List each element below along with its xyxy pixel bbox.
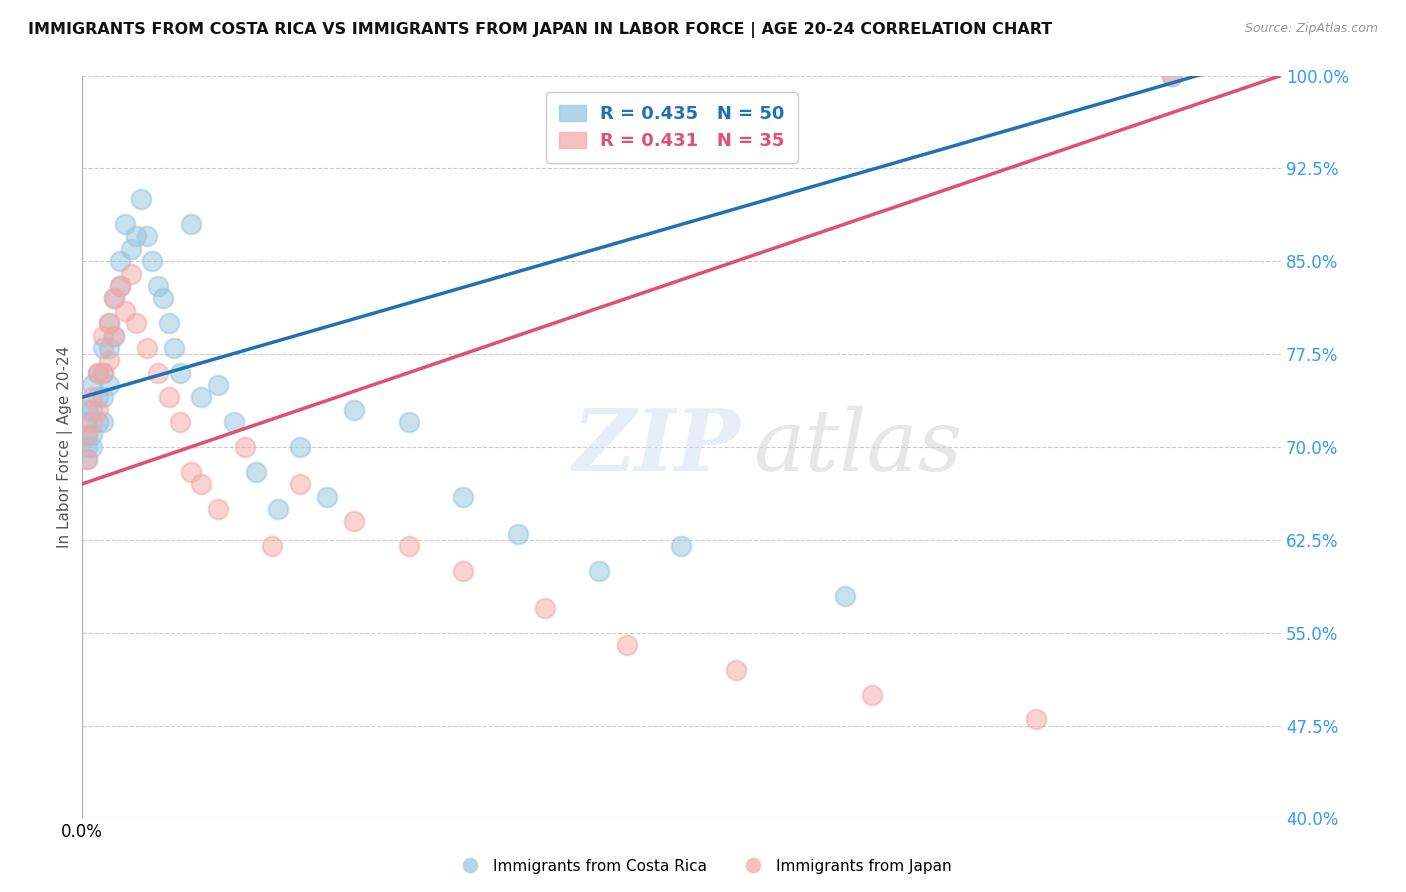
Point (97, 341, 120, 355)
Text: IMMIGRANTS FROM COSTA RICA VS IMMIGRANTS FROM JAPAN IN LABOR FORCE | AGE 20-24 C: IMMIGRANTS FROM COSTA RICA VS IMMIGRANTS… (28, 22, 1052, 38)
Point (146, 279, 169, 293)
Point (76, 427, 98, 442)
Point (76, 452, 98, 467)
Point (1161, 69, 1184, 83)
Point (108, 279, 131, 293)
Point (103, 292, 125, 306)
Point (1161, 69, 1184, 83)
Point (534, 601, 557, 615)
Point (245, 465, 267, 479)
Point (146, 366, 169, 380)
Point (136, 341, 159, 355)
Point (76, 427, 98, 442)
Point (87, 415, 110, 429)
Point (125, 229, 148, 244)
Point (398, 539, 420, 553)
Point (91, 415, 114, 429)
Point (262, 539, 284, 553)
Point (76, 440, 98, 454)
Point (398, 415, 420, 429)
Point (76, 402, 98, 417)
Point (120, 267, 142, 281)
Point (288, 477, 311, 491)
Point (82, 402, 104, 417)
Point (451, 490, 474, 504)
Point (91, 366, 114, 380)
Point (834, 589, 856, 603)
Point (163, 341, 186, 355)
Point (190, 391, 212, 405)
Point (103, 292, 125, 306)
Point (87, 366, 110, 380)
Point (82, 391, 104, 405)
Point (207, 502, 229, 516)
Point (288, 440, 311, 454)
Point (224, 415, 246, 429)
Point (724, 663, 747, 677)
Point (114, 303, 136, 318)
Point (91, 366, 114, 380)
Point (76, 452, 98, 467)
Point (860, 688, 883, 702)
Point (506, 526, 529, 541)
Point (207, 378, 229, 392)
Point (108, 254, 131, 268)
Point (97, 353, 120, 368)
Point (82, 440, 104, 454)
Point (114, 217, 136, 231)
Point (616, 638, 638, 652)
Point (87, 366, 110, 380)
Text: Source: ZipAtlas.com: Source: ZipAtlas.com (1244, 22, 1378, 36)
Point (131, 192, 153, 206)
Point (91, 328, 114, 343)
Point (1025, 713, 1047, 727)
Point (108, 279, 131, 293)
Point (671, 539, 693, 553)
Point (190, 477, 212, 491)
Point (91, 391, 114, 405)
Legend: R = 0.435   N = 50, R = 0.431   N = 35: R = 0.435 N = 50, R = 0.431 N = 35 (547, 92, 797, 163)
Point (82, 378, 104, 392)
Point (82, 427, 104, 442)
Point (588, 564, 610, 578)
Point (451, 564, 474, 578)
Point (267, 502, 290, 516)
Point (233, 440, 256, 454)
Point (103, 328, 125, 343)
Point (343, 514, 366, 528)
Point (157, 391, 180, 405)
Point (97, 316, 120, 330)
Text: ZIP: ZIP (574, 405, 741, 489)
Point (157, 316, 180, 330)
Point (141, 254, 163, 268)
Point (87, 391, 110, 405)
Point (169, 415, 191, 429)
Point (97, 378, 120, 392)
Point (169, 366, 191, 380)
Point (343, 402, 366, 417)
Point (136, 229, 159, 244)
Point (103, 328, 125, 343)
Point (97, 316, 120, 330)
Point (315, 490, 337, 504)
Point (180, 465, 202, 479)
Point (120, 242, 142, 256)
Point (152, 292, 174, 306)
Point (76, 415, 98, 429)
Point (82, 415, 104, 429)
Text: atlas: atlas (754, 406, 962, 488)
Point (87, 402, 110, 417)
Legend: Immigrants from Costa Rica, Immigrants from Japan: Immigrants from Costa Rica, Immigrants f… (449, 853, 957, 880)
Y-axis label: In Labor Force | Age 20-24: In Labor Force | Age 20-24 (58, 346, 73, 548)
Point (125, 316, 148, 330)
Point (180, 217, 202, 231)
Point (91, 341, 114, 355)
